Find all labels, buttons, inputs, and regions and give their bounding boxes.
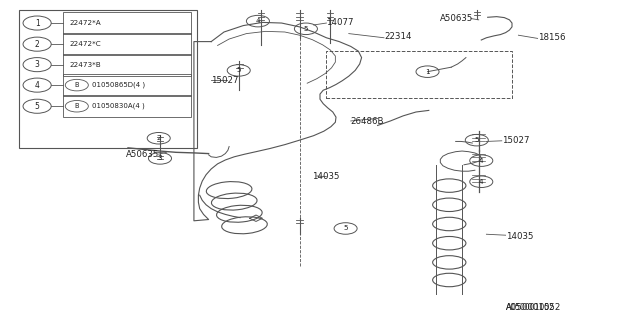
- Bar: [326, 51, 512, 98]
- Text: 1: 1: [35, 19, 40, 28]
- Text: 14077: 14077: [326, 18, 354, 27]
- Text: 2: 2: [35, 40, 40, 49]
- Text: 3: 3: [157, 156, 163, 161]
- Text: 22472*C: 22472*C: [69, 41, 101, 47]
- Bar: [63, 12, 191, 34]
- Text: 18156: 18156: [538, 33, 565, 42]
- Text: 5: 5: [236, 68, 241, 73]
- Text: 5: 5: [343, 226, 348, 231]
- Text: 2: 2: [156, 135, 161, 141]
- Text: 01050865D(4 ): 01050865D(4 ): [92, 82, 145, 88]
- Text: 22314: 22314: [384, 32, 412, 41]
- Text: B: B: [74, 103, 79, 109]
- Text: 5: 5: [35, 102, 40, 111]
- Text: 4: 4: [255, 18, 260, 24]
- Text: 4: 4: [479, 158, 484, 164]
- Text: B: B: [74, 82, 79, 88]
- Text: 01050830A(4 ): 01050830A(4 ): [92, 103, 144, 109]
- Text: A50635: A50635: [440, 14, 474, 23]
- Bar: [19, 10, 197, 148]
- Bar: [63, 74, 191, 96]
- Text: 4: 4: [479, 179, 484, 185]
- Text: 4: 4: [35, 81, 40, 90]
- Text: 14035: 14035: [312, 172, 339, 181]
- Text: 22473*B: 22473*B: [69, 62, 101, 68]
- Bar: [63, 54, 191, 76]
- Bar: [63, 33, 191, 55]
- Text: 15027: 15027: [502, 136, 529, 145]
- Text: 22472*A: 22472*A: [69, 20, 101, 26]
- Text: 5: 5: [303, 26, 308, 32]
- Text: 14035: 14035: [506, 232, 533, 241]
- Text: 26486B: 26486B: [351, 117, 384, 126]
- Text: 3: 3: [35, 60, 40, 69]
- Text: A50635: A50635: [125, 150, 159, 159]
- Text: A050001052: A050001052: [506, 303, 561, 312]
- Text: A050001052: A050001052: [506, 303, 554, 312]
- Text: 1: 1: [425, 69, 430, 75]
- Text: 15027: 15027: [211, 76, 239, 85]
- Text: 5: 5: [474, 137, 479, 143]
- Bar: [63, 95, 191, 117]
